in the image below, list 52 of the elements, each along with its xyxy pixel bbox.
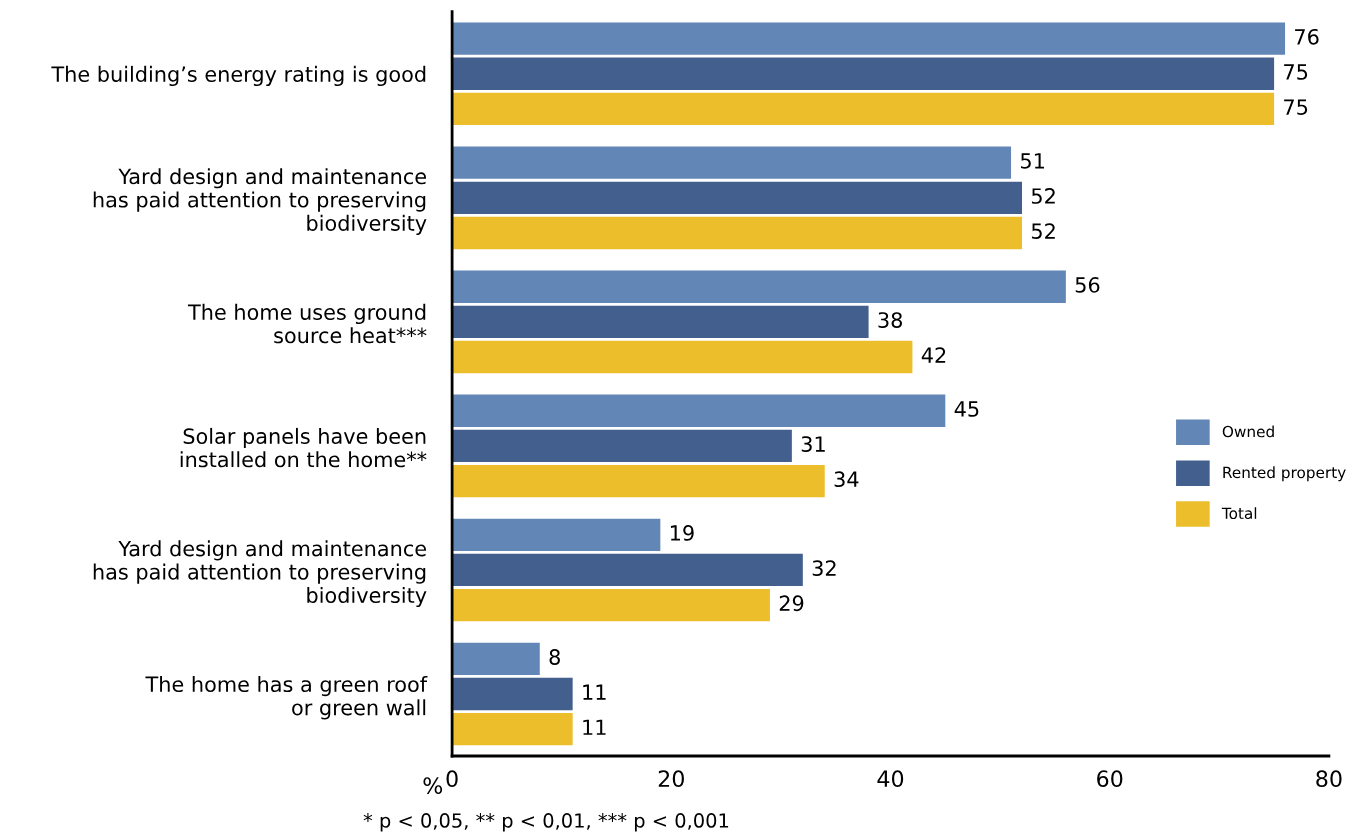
legend-label: Rented property: [1223, 466, 1346, 482]
bar: [452, 146, 1012, 179]
bar: [452, 429, 792, 463]
legend-label: Owned: [1222, 425, 1274, 438]
bar: [452, 588, 770, 622]
x-tick-label: 40: [877, 770, 904, 788]
bar: [452, 305, 869, 339]
bar: [452, 553, 803, 587]
bar: [452, 712, 573, 746]
bar: [452, 92, 1275, 126]
data-label: 75: [1284, 99, 1308, 115]
y-tick-label: The home has a green roof or green wall: [145, 675, 428, 720]
text: * p < 0,05, ** p < 0,01, *** p < 0,001: [363, 813, 729, 832]
y-tick-label: Yard design and maintenance has paid attention to preserving biodiversity: [93, 168, 427, 235]
data-label: 56: [1075, 277, 1100, 293]
data-label: 31: [801, 436, 825, 452]
x-axis-title: %: [423, 777, 443, 795]
bar: [452, 642, 540, 675]
y-tick-label: Yard design and maintenance has paid attention to preserving biodiversity: [93, 540, 427, 608]
legend-label: Total: [1221, 507, 1257, 520]
data-label: 76: [1295, 28, 1319, 45]
data-label: 29: [779, 595, 804, 612]
y-tick-label: The home uses ground source heat***: [187, 303, 427, 344]
x-tick-label: 80: [1316, 770, 1342, 788]
bar: [452, 181, 1023, 214]
bar: [452, 677, 573, 711]
data-label: 45: [954, 401, 979, 417]
y-tick-label: Solar panels have been installed on the home**: [180, 427, 427, 468]
data-label: 34: [834, 471, 859, 488]
data-label: 19: [670, 525, 694, 541]
x-tick-label: 0: [446, 770, 458, 788]
x-tick-label: 20: [658, 770, 684, 788]
bar: [452, 216, 1023, 250]
data-label: 51: [1021, 153, 1044, 169]
data-label: 42: [921, 347, 946, 363]
bar: [452, 518, 661, 551]
x-tick-label: 60: [1097, 770, 1123, 788]
bar: [452, 340, 913, 374]
data-label: 32: [812, 560, 836, 576]
bar: [452, 464, 825, 498]
data-label: 11: [583, 719, 606, 735]
bar: [452, 57, 1275, 90]
y-tick-label: The building’s energy rating is good: [51, 65, 426, 87]
data-label: 8: [549, 649, 560, 665]
data-label: 52: [1031, 223, 1055, 240]
data-label: 75: [1284, 64, 1308, 80]
bar: [452, 394, 946, 427]
bar: [452, 270, 1066, 303]
bar: [452, 22, 1286, 55]
data-label: 52: [1031, 188, 1055, 204]
data-label: 11: [583, 684, 606, 700]
data-label: 38: [878, 312, 902, 328]
